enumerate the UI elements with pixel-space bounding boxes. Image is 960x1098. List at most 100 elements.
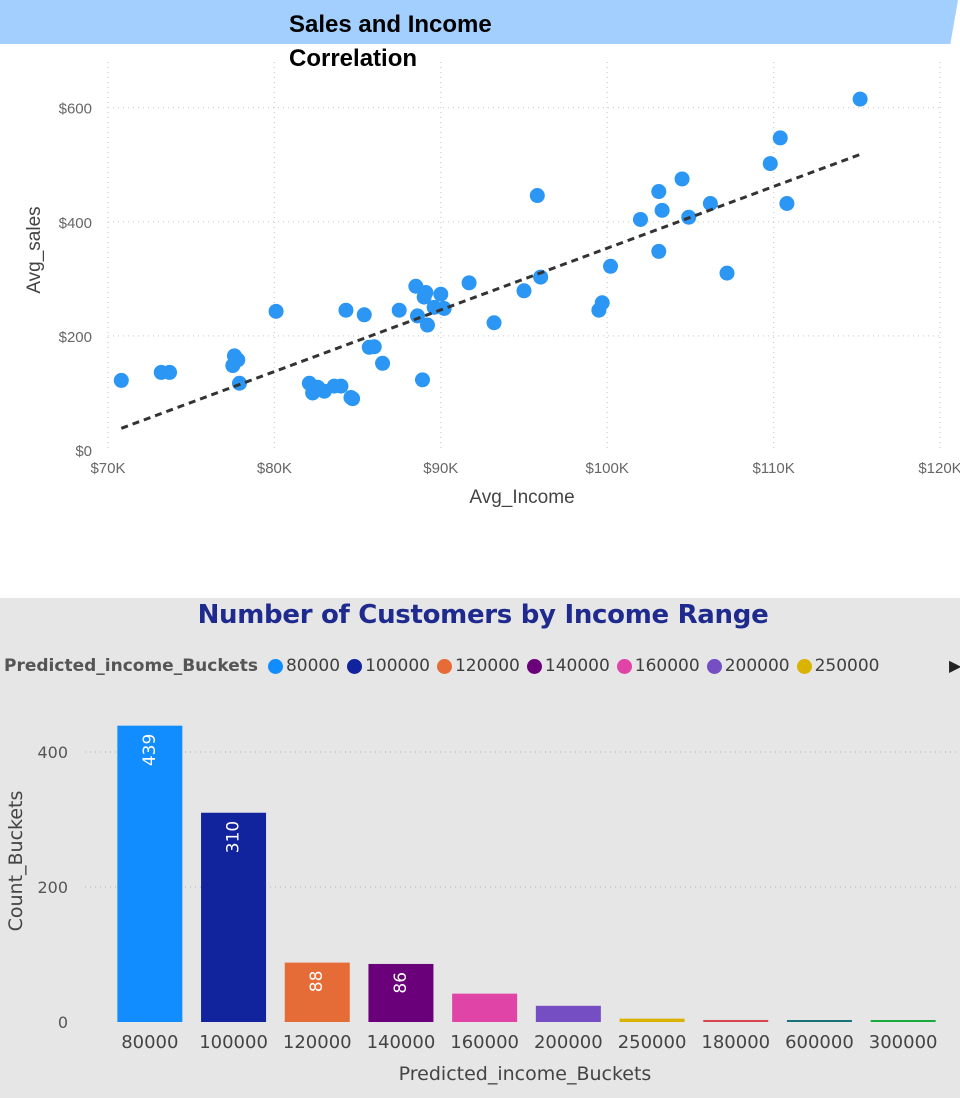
y-tick-label: $600	[59, 101, 92, 118]
legend-swatch	[526, 658, 542, 674]
x-tick-label: 300000	[869, 1032, 938, 1053]
x-tick-label: 80000	[121, 1032, 178, 1053]
scatter-point	[852, 91, 868, 107]
scatter-point	[516, 283, 532, 299]
scatter-point	[162, 364, 178, 380]
scatter-point	[436, 300, 452, 316]
x-tick-label: 100000	[199, 1032, 268, 1053]
bar-chart-title: Number of Customers by Income Range	[197, 600, 769, 630]
bar	[284, 962, 350, 1022]
bar	[452, 993, 518, 1022]
bar	[368, 963, 434, 1022]
bar	[117, 725, 183, 1022]
scatter-point	[433, 286, 449, 302]
legend-swatch	[436, 658, 452, 674]
bar	[619, 1018, 685, 1022]
scatter-point	[779, 196, 795, 212]
bar	[201, 812, 267, 1022]
x-tick-label: 120000	[283, 1032, 352, 1053]
legend-swatch	[796, 658, 812, 674]
x-tick-label: $80K	[257, 460, 292, 477]
legend-item[interactable]: 140000	[526, 656, 610, 676]
bar	[870, 1020, 936, 1022]
y-axis-label: Avg_sales	[24, 206, 45, 293]
y-tick-label: $0	[75, 443, 92, 460]
scatter-point	[486, 315, 502, 331]
bar-data-label: 439	[140, 734, 160, 766]
scatter-point	[772, 130, 788, 146]
bar-chart: 0 200 400 80000 439 100000 310 120000 88 140000 86…	[5, 725, 958, 1085]
scatter-point	[366, 339, 382, 355]
legend-label: 250000	[814, 656, 880, 676]
legend-label: 100000	[365, 656, 430, 676]
legend-label: 120000	[454, 656, 520, 676]
bar-chart-legend: Predicted_income_Buckets 80000 100000 1200…	[4, 654, 887, 678]
scatter-point	[674, 171, 690, 187]
legend-label: 160000	[634, 656, 700, 676]
y-tick-label: 200	[37, 878, 68, 897]
bar-data-label: 310	[224, 821, 244, 853]
legend-item[interactable]: 80000	[267, 656, 341, 676]
y-tick-label: $200	[59, 329, 92, 346]
y-tick-label: $400	[59, 215, 92, 232]
legend-item[interactable]: 250000	[796, 656, 880, 676]
scatter-point	[113, 372, 129, 388]
x-tick-label: 250000	[618, 1032, 687, 1053]
x-axis-label: Predicted_income_Buckets	[399, 1063, 652, 1085]
x-tick-label: 200000	[534, 1032, 603, 1053]
scatter-point	[603, 258, 619, 274]
x-tick-label: 160000	[450, 1032, 519, 1053]
scatter-point	[391, 302, 407, 318]
scatter-point	[333, 378, 349, 394]
x-axis-label: Avg_Income	[469, 487, 574, 508]
trend-line	[120, 153, 861, 430]
x-tick-label: $110K	[752, 460, 794, 477]
bar-data-label: 88	[307, 971, 327, 993]
legend-item[interactable]: 100000	[347, 656, 430, 676]
x-tick-label: $70K	[90, 460, 125, 477]
scatter-point	[268, 303, 284, 319]
scatter-point	[594, 295, 610, 311]
legend-title: Predicted_income_Buckets	[4, 656, 258, 676]
bar-data-label: 86	[391, 972, 411, 994]
legend-label: 140000	[544, 656, 610, 676]
scatter-point	[338, 302, 354, 318]
y-axis-label: Count_Buckets	[5, 791, 27, 932]
bar	[535, 1005, 601, 1022]
legend-item[interactable]: 120000	[436, 656, 520, 676]
y-tick-label: 400	[37, 743, 68, 762]
scatter-chart-title: Sales and Income Correlation	[289, 11, 492, 72]
scatter-point	[461, 275, 477, 291]
x-tick-label: 180000	[701, 1032, 770, 1053]
legend-label: 80000	[285, 656, 341, 676]
scatter-point	[375, 355, 391, 371]
scatter-point	[651, 184, 667, 200]
scatter-point	[762, 156, 778, 172]
legend-swatch	[267, 658, 283, 674]
bar	[703, 1019, 769, 1022]
scatter-point	[654, 202, 670, 218]
scatter-point	[651, 243, 667, 259]
legend-item[interactable]: 160000	[616, 656, 700, 676]
scatter-point	[702, 196, 718, 212]
scatter-point	[418, 285, 434, 301]
y-tick-label: 0	[58, 1013, 68, 1032]
scatter-point	[410, 308, 426, 324]
bar	[786, 1020, 852, 1022]
scatter-point	[719, 265, 735, 281]
scatter-point	[230, 352, 246, 368]
x-tick-label: 600000	[785, 1032, 854, 1053]
scatter-point	[529, 188, 545, 204]
legend-swatch	[706, 658, 722, 674]
title-banner	[0, 0, 958, 44]
scatter-point	[345, 391, 361, 407]
legend-swatch	[616, 658, 632, 674]
legend-item[interactable]: 200000	[706, 656, 790, 676]
x-tick-label: $120K	[918, 460, 960, 477]
legend-next-chevron-icon[interactable]: ▶	[949, 656, 960, 675]
legend-label: 200000	[724, 656, 790, 676]
scatter-point	[356, 307, 372, 323]
scatter-chart: $70K $80K $90K $100K $110K $120K $0 $200 $400 $60…	[24, 62, 960, 508]
x-tick-label: $90K	[423, 460, 458, 477]
scatter-point	[533, 269, 549, 285]
